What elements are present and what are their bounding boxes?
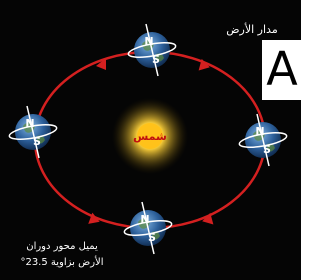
south-label: S <box>148 231 156 244</box>
south-label: S <box>33 135 41 148</box>
north-label: N <box>144 35 153 48</box>
north-label: N <box>25 117 34 130</box>
diagram: شمس N S N S N S N S مدار الأرض A يميل مح… <box>0 0 301 280</box>
tilt-note: الأرض بزاوية 23.5° <box>20 255 103 268</box>
tilt-note: يميل محور دوران <box>26 241 98 252</box>
panel-label: A <box>266 42 298 96</box>
south-label: S <box>263 143 271 156</box>
sun-label: شمس <box>133 130 167 143</box>
orbit-label: مدار الأرض <box>226 22 278 36</box>
north-label: N <box>140 213 149 226</box>
north-label: N <box>255 125 264 138</box>
south-label: S <box>152 53 160 66</box>
